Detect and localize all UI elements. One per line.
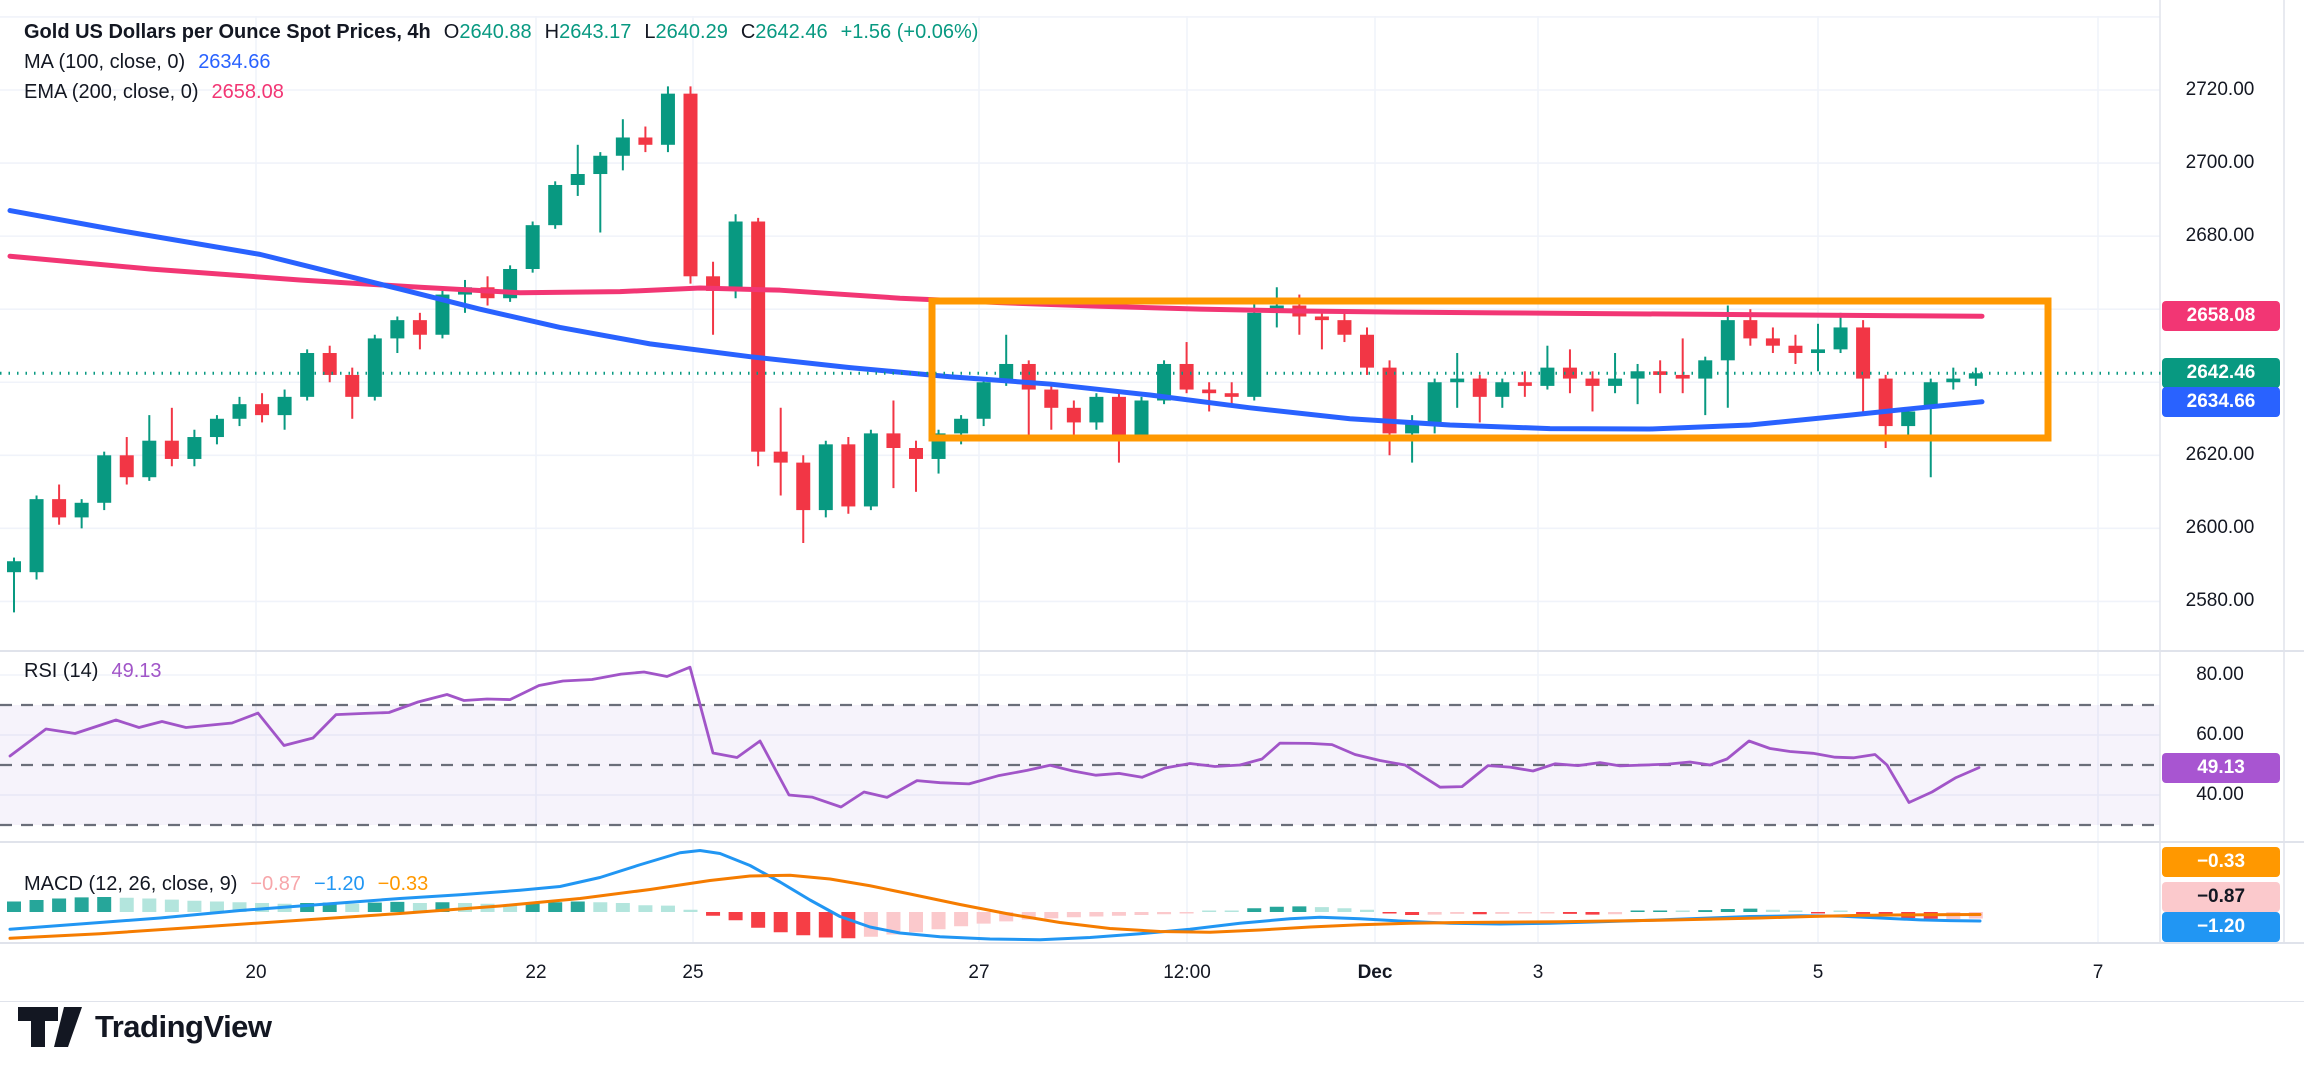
symbol-title: Gold US Dollars per Ounce Spot Prices, 4… xyxy=(24,21,431,43)
ma-price-badge: 2634.66 xyxy=(2162,386,2280,417)
time-axis-label: 7 xyxy=(2092,962,2104,983)
time-axis-label: 3 xyxy=(1532,962,1544,983)
annotation-box[interactable] xyxy=(928,297,2052,442)
ema-label: EMA (200, close, 0) xyxy=(24,81,199,103)
rsi-label: RSI (14) xyxy=(24,660,99,682)
price-axis-label: 2680.00 xyxy=(2185,225,2255,247)
rsi-axis-label: 40.00 xyxy=(2196,784,2244,805)
macd-legend[interactable]: MACD (12, 26, close, 9) −0.87 −1.20 −0.3… xyxy=(24,873,428,896)
tradingview-logo[interactable]: TradingView xyxy=(18,1005,272,1049)
rsi-axis-label: 80.00 xyxy=(2196,664,2244,685)
macd-histogram xyxy=(7,897,1983,939)
macd-signal-badge: −0.33 xyxy=(2162,847,2280,877)
price-axis-label: 2720.00 xyxy=(2185,79,2255,100)
time-axis-label: 27 xyxy=(968,962,990,983)
ema-price-badge: 2658.08 xyxy=(2162,301,2280,332)
tradingview-logo-text: TradingView xyxy=(95,1009,272,1044)
time-axis-label: Dec xyxy=(1357,962,1393,983)
ohlc-high: H2643.17 xyxy=(544,21,632,43)
rsi-band xyxy=(0,703,2160,827)
ma-value: 2634.66 xyxy=(198,51,271,73)
macd-signal-line xyxy=(8,873,1982,940)
ema-legend[interactable]: EMA (200, close, 0) 2658.08 xyxy=(24,81,284,104)
rsi-line xyxy=(8,665,1981,809)
last-price-badge: 2642.46 xyxy=(2162,358,2280,389)
price-axis-label: 2620.00 xyxy=(2185,444,2255,466)
chart-canvas[interactable] xyxy=(0,0,2304,1002)
ohlc-open: O2640.88 xyxy=(443,21,532,43)
price-axis-label: 2580.00 xyxy=(2185,590,2255,612)
macd-line-badge: −1.20 xyxy=(2162,912,2280,942)
candles-layer xyxy=(7,86,1983,613)
time-axis-label: 20 xyxy=(245,962,267,983)
price-axis-label: 2700.00 xyxy=(2185,152,2255,174)
price-axis-label: 2600.00 xyxy=(2185,517,2255,539)
gridlines xyxy=(0,16,2160,943)
macd-line-value: −1.20 xyxy=(314,873,365,895)
rsi-legend[interactable]: RSI (14) 49.13 xyxy=(24,660,162,683)
macd-signal-value: −0.33 xyxy=(377,873,429,895)
ma-legend[interactable]: MA (100, close, 0) 2634.66 xyxy=(24,51,270,74)
change-value: +1.56 (+0.06%) xyxy=(840,21,979,43)
time-axis-label: 25 xyxy=(682,962,704,983)
rsi-axis-label: 60.00 xyxy=(2196,724,2244,745)
ma100-line xyxy=(7,208,1985,432)
pane-separators xyxy=(0,0,2304,1002)
symbol-legend[interactable]: Gold US Dollars per Ounce Spot Prices, 4… xyxy=(24,21,978,44)
time-axis-label: 12:00 xyxy=(1163,962,1211,983)
tradingview-logo-icon xyxy=(18,1007,82,1047)
ema-value: 2658.08 xyxy=(211,81,284,103)
ma-label: MA (100, close, 0) xyxy=(24,51,186,73)
time-axis-label: 5 xyxy=(1812,962,1824,983)
macd-label: MACD (12, 26, close, 9) xyxy=(24,873,238,895)
ohlc-close: C2642.46 xyxy=(740,21,828,43)
time-axis-label: 22 xyxy=(525,962,547,983)
ohlc-low: L2640.29 xyxy=(644,21,728,43)
macd-histogram-badge: −0.87 xyxy=(2162,882,2280,912)
rsi-value: 49.13 xyxy=(111,660,162,682)
rsi-value-badge: 49.13 xyxy=(2162,752,2280,783)
macd-hist-value: −0.87 xyxy=(250,873,302,895)
